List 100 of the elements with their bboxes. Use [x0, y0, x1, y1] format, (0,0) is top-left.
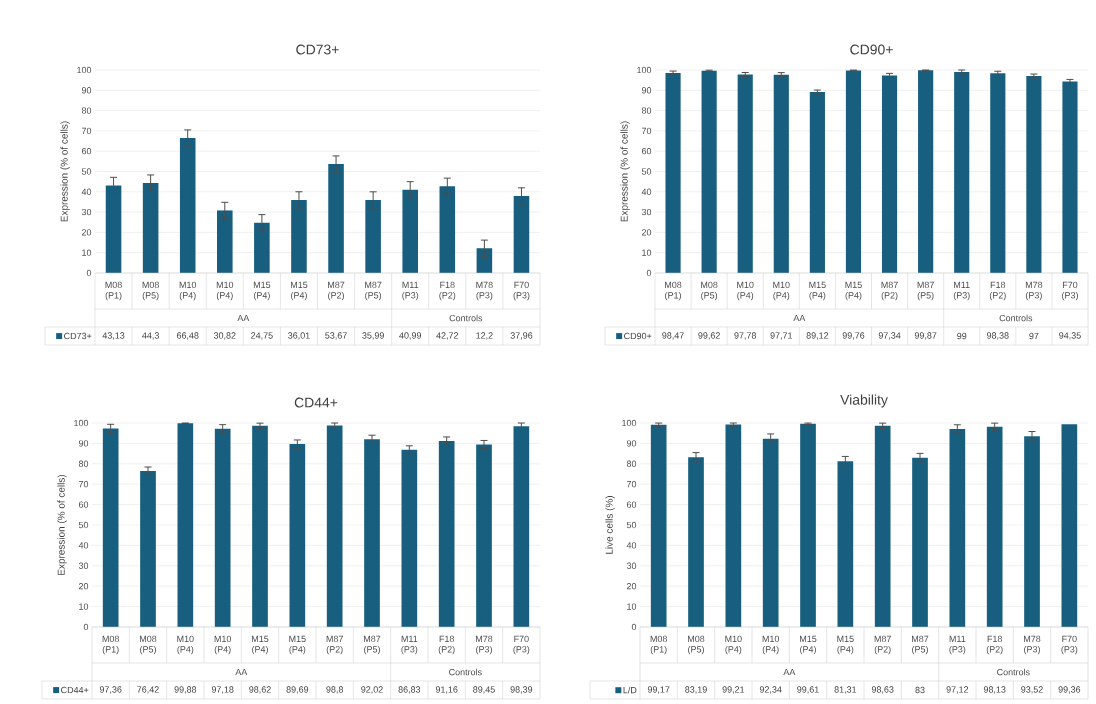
- data-label: 44,3: [142, 332, 159, 340]
- y-tick-label: 90: [626, 440, 637, 447]
- text: AA: [793, 314, 806, 322]
- data-label: 92,02: [361, 686, 383, 694]
- x-tick-label: M87 (P5): [365, 281, 382, 301]
- data-label: 94,35: [1059, 332, 1081, 340]
- x-tick-label: M10 (P4): [725, 635, 742, 655]
- x-tick-label: M78 (P3): [476, 281, 493, 301]
- x-tick-label: F70 (P3): [1062, 281, 1078, 301]
- data-label: 99,76: [842, 332, 865, 340]
- y-tick-label: 20: [641, 229, 652, 236]
- x-tick-label: M08 (P5): [688, 635, 705, 655]
- text: Controls: [449, 314, 483, 322]
- y-tick-label: 50: [641, 168, 652, 175]
- y-tick-label: 80: [626, 460, 637, 467]
- y-tick-label: 30: [626, 562, 637, 569]
- data-label: 99,62: [698, 332, 720, 340]
- x-tick-label: M15 (P4): [800, 635, 817, 655]
- y-tick-label: 70: [78, 481, 89, 488]
- y-tick-label: 70: [641, 127, 652, 135]
- y-tick-label: 90: [78, 440, 89, 447]
- y-tick-label: 60: [81, 148, 92, 155]
- x-tick-label: M87 (P2): [326, 635, 343, 655]
- x-tick-label: M08 (P1): [102, 635, 119, 655]
- y-tick-label: 40: [78, 542, 89, 549]
- data-label: 53,67: [325, 332, 347, 340]
- data-label: 35,99: [362, 332, 384, 340]
- y-tick-label: 100: [637, 66, 652, 74]
- x-tick-label: F70 (P3): [513, 635, 530, 655]
- x-tick-label: M11 (P3): [401, 635, 418, 655]
- y-tick-label: 40: [641, 188, 652, 195]
- data-label: 97,12: [946, 686, 969, 694]
- y-axis-title: Expression (% of cells): [57, 474, 67, 575]
- x-tick-label: M87 (P2): [328, 281, 345, 301]
- y-axis-title: Expression (% of cells): [60, 121, 70, 222]
- x-tick-label: M10 (P4): [762, 635, 780, 655]
- x-tick-label: M15 (P4): [809, 281, 826, 301]
- y-tick-label: 80: [78, 460, 89, 467]
- x-tick-label: F70 (P3): [513, 281, 530, 301]
- y-tick-label: 30: [81, 208, 92, 216]
- text: Controls: [999, 314, 1033, 322]
- chart-title: CD90+: [850, 44, 893, 55]
- x-tick-label: M08 (P1): [105, 281, 122, 301]
- data-label: 12,2: [476, 332, 493, 340]
- data-label: 97,71: [770, 332, 793, 340]
- data-label: 89,12: [806, 332, 829, 340]
- y-tick-label: 100: [622, 419, 637, 427]
- y-tick-label: 80: [81, 107, 92, 114]
- x-tick-label: M11 (P3): [402, 281, 419, 301]
- y-tick-label: 20: [78, 583, 89, 590]
- x-tick-label: M15 (P4): [289, 635, 306, 655]
- y-tick-label: 90: [641, 87, 652, 94]
- text: Controls: [449, 668, 482, 676]
- x-tick-label: M10 (P4): [177, 635, 194, 655]
- data-label: 86,83: [398, 686, 421, 694]
- y-tick-label: 10: [642, 249, 652, 256]
- x-tick-label: F18 (P2): [989, 281, 1006, 301]
- y-tick-label: 50: [81, 168, 92, 175]
- text: Controls: [997, 668, 1030, 676]
- x-tick-label: M15 (P4): [845, 281, 862, 301]
- data-label: 97,36: [99, 686, 122, 694]
- data-label: 99,61: [797, 686, 819, 694]
- y-tick-label: 10: [79, 603, 89, 610]
- data-label: 89,45: [473, 686, 495, 694]
- data-label: 99,88: [174, 686, 197, 694]
- y-tick-label: 30: [641, 208, 652, 216]
- x-tick-label: M78 (P3): [1025, 281, 1043, 301]
- y-tick-label: 100: [77, 66, 92, 74]
- x-tick-label: F18 (P2): [438, 635, 455, 655]
- x-tick-label: M10 (P4): [773, 281, 790, 301]
- data-label: 99,36: [1058, 686, 1081, 694]
- y-tick-label: 60: [641, 148, 652, 155]
- data-label: 97: [1029, 332, 1039, 340]
- data-label: 99: [957, 332, 967, 340]
- x-tick-label: M15 (P4): [253, 281, 271, 301]
- y-tick-label: 50: [626, 521, 637, 529]
- text: AA: [235, 668, 248, 676]
- x-tick-label: M15 (P4): [252, 635, 269, 655]
- y-tick-label: 0: [83, 623, 89, 631]
- x-tick-label: M08 (P1): [650, 635, 667, 655]
- x-tick-label: M87 (P5): [364, 635, 381, 655]
- data-label: 98,47: [662, 332, 684, 340]
- x-tick-label: M10 (P4): [214, 635, 232, 655]
- data-label: 98,63: [871, 686, 894, 694]
- chart-title: Viability: [840, 394, 888, 408]
- y-tick-label: 100: [74, 419, 89, 427]
- x-tick-label: M87 (P2): [874, 635, 891, 655]
- y-tick-label: 0: [631, 623, 637, 631]
- data-label: 98,13: [983, 686, 1006, 694]
- y-tick-label: 20: [626, 583, 637, 590]
- y-tick-label: 0: [646, 269, 652, 277]
- y-axis-title: Live cells (%): [605, 496, 615, 554]
- data-label: 89,69: [286, 686, 309, 694]
- y-tick-label: 90: [81, 87, 92, 94]
- y-tick-label: 30: [78, 562, 89, 569]
- y-tick-label: 70: [81, 127, 92, 135]
- data-label: 83,19: [685, 686, 707, 694]
- data-label: 93,52: [1021, 686, 1043, 694]
- x-tick-label: M87 (P5): [912, 635, 929, 655]
- y-tick-label: 80: [641, 107, 652, 114]
